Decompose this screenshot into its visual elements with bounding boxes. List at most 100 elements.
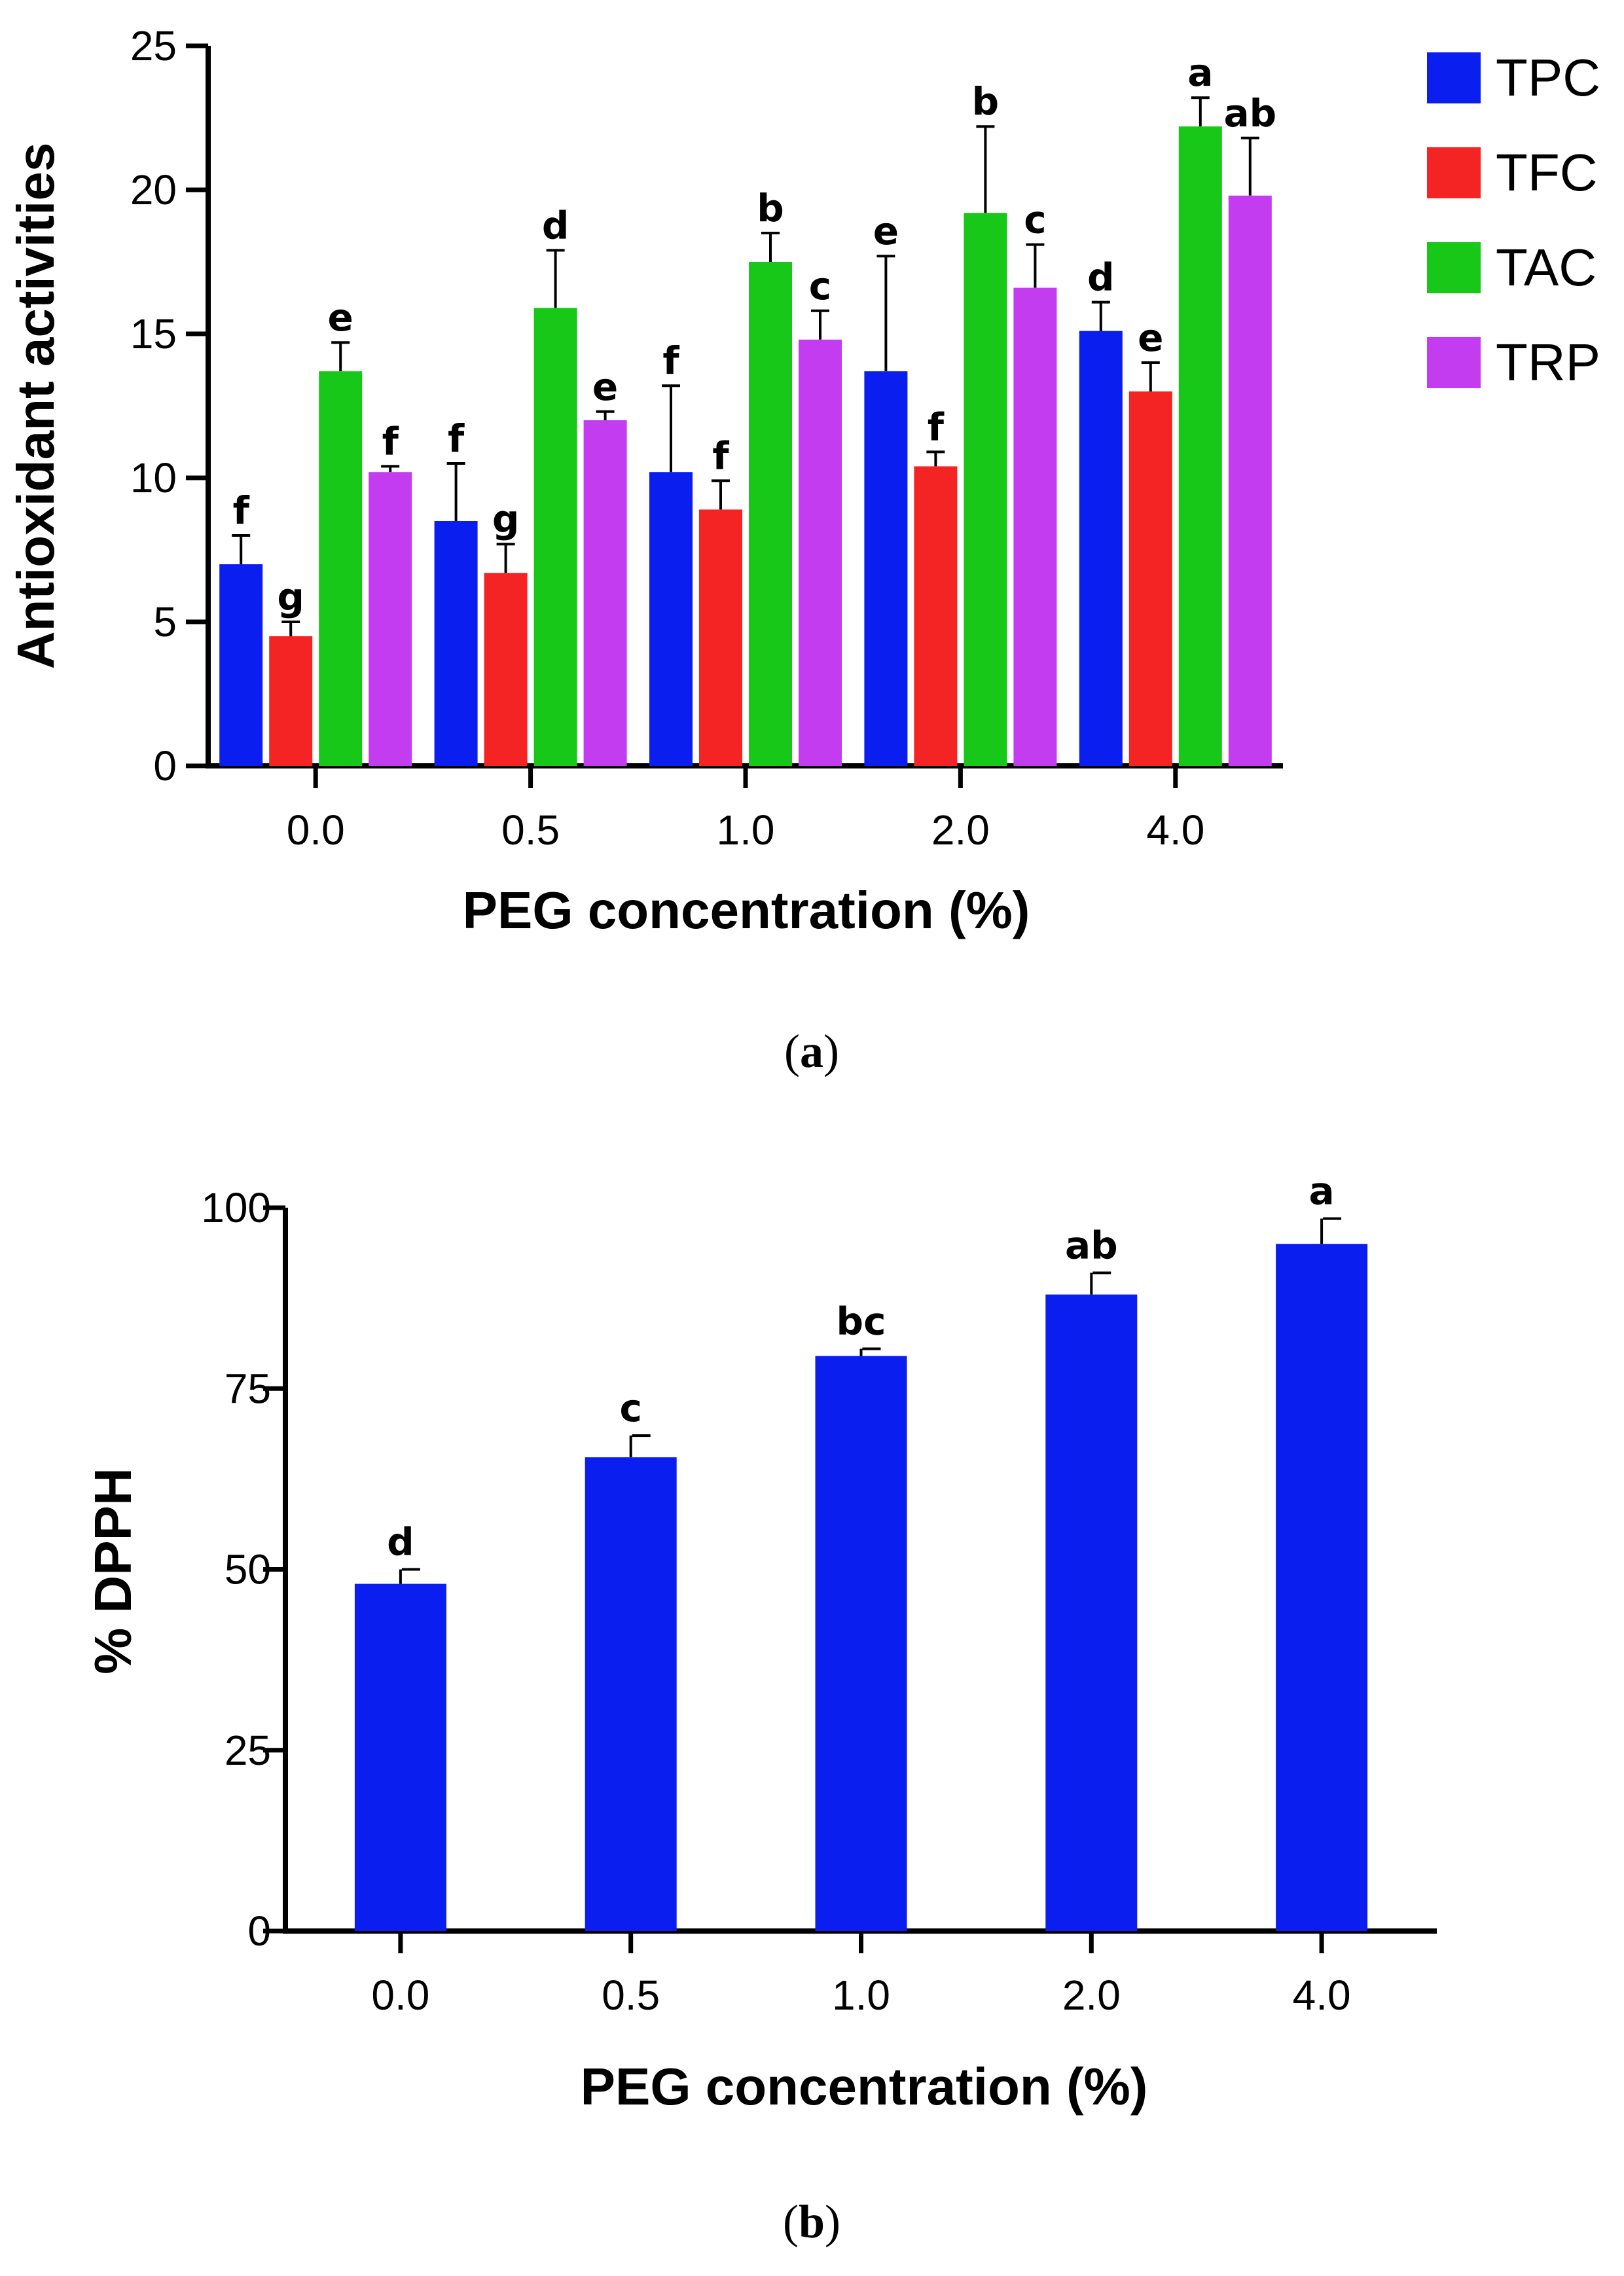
- y-tick-label: 50: [225, 1546, 271, 1593]
- x-axis-label: PEG concentration (%): [581, 2057, 1148, 2116]
- significance-letter: d: [387, 1520, 414, 1564]
- significance-letter: ab: [1065, 1223, 1118, 1267]
- significance-letter: f: [382, 419, 399, 463]
- significance-letter: f: [662, 338, 679, 383]
- significance-letter: d: [542, 203, 569, 247]
- significance-letter: b: [757, 186, 784, 230]
- y-tick-label: 25: [225, 1727, 271, 1774]
- bar-series-group: d c bc ab a: [354, 1169, 1368, 1931]
- significance-letter: f: [448, 416, 465, 461]
- significance-letter: c: [1024, 198, 1046, 242]
- x-axis: 0.0 0.5 1.0 2.0 4.0: [283, 1928, 1437, 2019]
- legend-label: TFC: [1496, 143, 1598, 202]
- x-tick-label: 1.0: [832, 1972, 890, 2019]
- y-tick-label: 15: [130, 310, 177, 357]
- x-tick-label: 4.0: [1293, 1972, 1351, 2019]
- bar: [799, 339, 842, 766]
- bar: [583, 420, 627, 766]
- bar: [749, 262, 792, 766]
- x-axis-label: PEG concentration (%): [463, 881, 1030, 939]
- y-tick-label: 25: [130, 22, 177, 69]
- significance-letter: g: [277, 575, 304, 619]
- caption-letter: a: [800, 1025, 823, 1077]
- y-axis: 0 5 10 15 20 25: [130, 22, 211, 789]
- x-tick-label: 0.0: [371, 1972, 429, 2019]
- x-tick-label: 2.0: [1062, 1972, 1121, 2019]
- bar: [1079, 331, 1123, 767]
- x-tick-label: 4.0: [1146, 806, 1204, 854]
- legend-swatch: [1427, 147, 1481, 198]
- bar: [484, 573, 528, 766]
- y-tick-label: 20: [130, 166, 177, 213]
- panel-a-caption: (a): [784, 1025, 839, 1077]
- bar: [1228, 195, 1272, 766]
- legend: TPC TFC TAC TRP: [1427, 48, 1600, 391]
- bar: [815, 1356, 907, 1931]
- y-tick-label: 0: [247, 1907, 271, 1955]
- significance-letter: ab: [1223, 91, 1276, 135]
- x-tick-label: 0.0: [287, 806, 345, 854]
- caption-close-paren: ): [823, 1025, 839, 1077]
- significance-letter: e: [592, 365, 618, 409]
- caption-open-paren: (: [784, 1025, 800, 1077]
- bar: [699, 509, 742, 766]
- bar: [319, 371, 363, 766]
- significance-letter: f: [233, 488, 250, 533]
- bar: [964, 213, 1007, 766]
- significance-letter: c: [809, 264, 831, 308]
- y-tick-label: 0: [153, 742, 177, 789]
- significance-letter: d: [1087, 255, 1115, 300]
- x-axis: 0.0 0.5 1.0 2.0 4.0: [206, 763, 1283, 854]
- y-tick-label: 10: [130, 454, 177, 501]
- legend-swatch: [1427, 337, 1481, 388]
- significance-letter: e: [1138, 316, 1163, 360]
- significance-letter: g: [492, 497, 520, 541]
- caption-close-paren: ): [825, 2195, 840, 2248]
- y-axis: 0 25 50 75 100: [201, 1184, 288, 1955]
- legend-swatch: [1427, 242, 1481, 293]
- bar: [649, 472, 693, 766]
- significance-letter: bc: [837, 1299, 886, 1343]
- significance-letter: c: [620, 1386, 642, 1430]
- significance-letter: a: [1309, 1169, 1335, 1214]
- y-tick-label: 75: [225, 1365, 271, 1412]
- bar: [434, 521, 478, 766]
- y-axis-label: % DPPH: [84, 1468, 142, 1674]
- bar: [219, 564, 263, 766]
- bar: [1045, 1294, 1138, 1931]
- caption-letter: b: [799, 2195, 825, 2248]
- significance-letter: f: [712, 433, 729, 478]
- chart-dpph: 0 25 50 75 100 0.0 0.5 1.0 2.0 4.0 d c bc ab a % DPP…: [84, 1169, 1437, 2116]
- bar: [585, 1457, 677, 1931]
- significance-letter: e: [873, 209, 899, 253]
- legend-label: TRP: [1496, 333, 1600, 391]
- bar: [1128, 391, 1172, 766]
- x-tick-label: 2.0: [931, 806, 990, 854]
- bar: [369, 472, 412, 766]
- svg-text:(b): (b): [783, 2195, 840, 2248]
- significance-letter: f: [928, 405, 945, 449]
- bar: [914, 466, 958, 766]
- bar: [354, 1583, 446, 1931]
- bar: [269, 636, 313, 766]
- significance-letter: b: [972, 79, 1000, 124]
- y-tick-label: 5: [153, 598, 177, 645]
- y-tick-label: 100: [201, 1184, 271, 1231]
- caption-open-paren: (: [783, 2195, 799, 2248]
- bar: [533, 308, 577, 766]
- bar: [864, 371, 908, 766]
- legend-swatch: [1427, 52, 1481, 103]
- bar: [1178, 126, 1222, 766]
- significance-letter: e: [328, 295, 353, 340]
- significance-letter: a: [1187, 50, 1213, 95]
- y-axis-label: Antioxidant activities: [7, 143, 65, 670]
- x-tick-label: 1.0: [717, 806, 775, 854]
- bar: [1276, 1244, 1368, 1931]
- x-tick-label: 0.5: [602, 1972, 660, 2019]
- legend-label: TPC: [1496, 48, 1600, 107]
- panel-b-caption: (b): [783, 2195, 840, 2248]
- svg-text:(a): (a): [784, 1025, 839, 1077]
- x-tick-label: 0.5: [501, 806, 560, 854]
